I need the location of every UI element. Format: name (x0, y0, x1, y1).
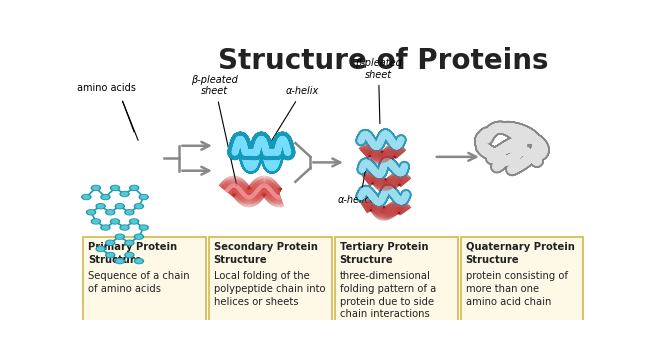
Circle shape (82, 194, 91, 199)
Text: α-helices: α-helices (338, 171, 382, 204)
Circle shape (98, 204, 103, 208)
Circle shape (135, 258, 144, 264)
Circle shape (96, 204, 105, 209)
Circle shape (111, 219, 120, 224)
Circle shape (125, 240, 134, 245)
Circle shape (115, 258, 124, 264)
Text: protein consisting of
more than one
amino acid chain: protein consisting of more than one amin… (465, 271, 567, 307)
Text: Primary Protein
Structure: Primary Protein Structure (88, 242, 177, 265)
Circle shape (131, 186, 137, 190)
Circle shape (107, 253, 113, 257)
Circle shape (107, 211, 113, 214)
FancyBboxPatch shape (335, 237, 458, 321)
Circle shape (83, 195, 89, 199)
Circle shape (91, 185, 100, 190)
Circle shape (115, 234, 124, 239)
Text: Sequence of a chain
of amino acids: Sequence of a chain of amino acids (88, 271, 189, 294)
Circle shape (101, 225, 110, 230)
Text: β-pleated
sheet: β-pleated sheet (355, 58, 402, 123)
Circle shape (91, 219, 100, 224)
Circle shape (98, 247, 103, 251)
Circle shape (106, 210, 115, 215)
Circle shape (129, 185, 138, 190)
Circle shape (101, 194, 110, 199)
Circle shape (139, 194, 148, 199)
Circle shape (125, 210, 134, 215)
Circle shape (126, 241, 133, 244)
Circle shape (103, 226, 109, 229)
Circle shape (86, 210, 96, 215)
Circle shape (136, 235, 142, 238)
Circle shape (107, 241, 113, 244)
Circle shape (103, 195, 109, 199)
FancyBboxPatch shape (461, 237, 584, 321)
Circle shape (111, 185, 120, 190)
Circle shape (117, 260, 123, 263)
Circle shape (112, 220, 118, 223)
Circle shape (136, 204, 142, 208)
Circle shape (112, 186, 118, 190)
Circle shape (129, 219, 138, 224)
Circle shape (140, 195, 147, 199)
Circle shape (93, 186, 99, 190)
Circle shape (106, 240, 115, 245)
Circle shape (135, 234, 144, 239)
Circle shape (117, 204, 123, 208)
Circle shape (122, 226, 127, 229)
Circle shape (115, 204, 124, 209)
Circle shape (122, 192, 127, 195)
FancyBboxPatch shape (83, 237, 205, 321)
Text: Quaternary Protein
Structure: Quaternary Protein Structure (465, 242, 575, 265)
Circle shape (126, 253, 133, 257)
Text: Local folding of the
polypeptide chain into
helices or sheets: Local folding of the polypeptide chain i… (214, 271, 325, 307)
Circle shape (139, 225, 148, 230)
FancyBboxPatch shape (209, 237, 332, 321)
Text: Secondary Protein
Structure: Secondary Protein Structure (214, 242, 318, 265)
Circle shape (135, 204, 144, 209)
Circle shape (96, 246, 105, 251)
Text: Tertiary Protein
Structure: Tertiary Protein Structure (340, 242, 428, 265)
Circle shape (106, 252, 115, 257)
Circle shape (131, 220, 137, 223)
Circle shape (117, 235, 123, 238)
Circle shape (120, 192, 129, 197)
Text: three-dimensional
folding pattern of a
protein due to side
chain interactions: three-dimensional folding pattern of a p… (340, 271, 436, 319)
Circle shape (120, 225, 129, 230)
Circle shape (140, 226, 147, 229)
Circle shape (93, 220, 99, 223)
Circle shape (88, 211, 94, 214)
Text: amino acids: amino acids (77, 83, 136, 93)
Circle shape (126, 211, 133, 214)
Circle shape (125, 252, 134, 257)
Text: β-pleated
sheet: β-pleated sheet (191, 75, 238, 186)
Text: Structure of Proteins: Structure of Proteins (218, 48, 549, 75)
Text: α-helix: α-helix (272, 86, 318, 141)
Circle shape (136, 260, 142, 263)
